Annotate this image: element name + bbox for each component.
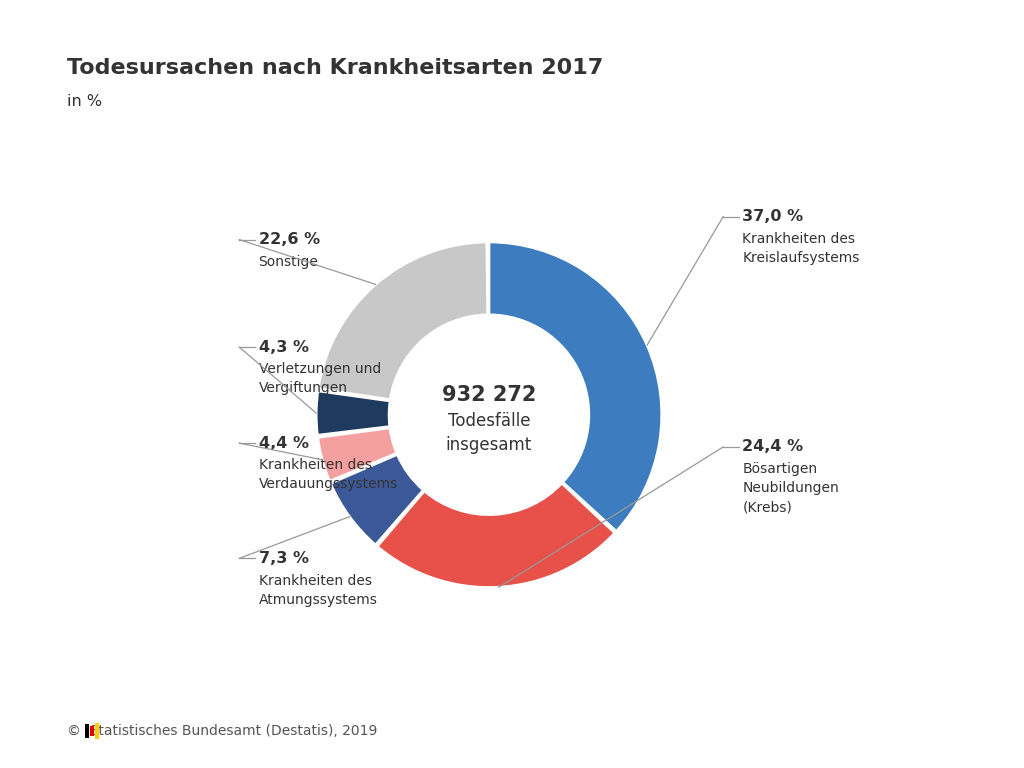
- Wedge shape: [317, 428, 397, 482]
- Text: ©  Statistisches Bundesamt (Destatis), 2019: © Statistisches Bundesamt (Destatis), 20…: [67, 724, 377, 738]
- Wedge shape: [377, 483, 615, 588]
- Text: Todesfälle: Todesfälle: [447, 412, 530, 430]
- Text: 4,3 %: 4,3 %: [258, 339, 308, 355]
- Text: 932 272: 932 272: [441, 386, 537, 406]
- Wedge shape: [318, 242, 487, 399]
- Text: 4,4 %: 4,4 %: [258, 435, 308, 451]
- Text: Bösartigen
Neubildungen
(Krebs): Bösartigen Neubildungen (Krebs): [742, 462, 839, 515]
- Text: 7,3 %: 7,3 %: [258, 551, 308, 566]
- Text: Krankheiten des
Atmungssystems: Krankheiten des Atmungssystems: [258, 574, 378, 607]
- Text: 24,4 %: 24,4 %: [742, 439, 804, 455]
- Text: Krankheiten des
Verdauungssystems: Krankheiten des Verdauungssystems: [258, 458, 397, 492]
- Text: Krankheiten des
Kreislaufsystems: Krankheiten des Kreislaufsystems: [742, 232, 860, 265]
- Text: in %: in %: [67, 94, 101, 109]
- Text: Verletzungen und
Vergiftungen: Verletzungen und Vergiftungen: [258, 362, 381, 396]
- Wedge shape: [316, 391, 390, 435]
- Text: Sonstige: Sonstige: [258, 255, 318, 269]
- Text: insgesamt: insgesamt: [445, 435, 532, 454]
- Text: 22,6 %: 22,6 %: [258, 232, 319, 247]
- Wedge shape: [489, 242, 662, 531]
- Text: 37,0 %: 37,0 %: [742, 209, 804, 224]
- Wedge shape: [331, 455, 423, 545]
- Text: Todesursachen nach Krankheitsarten 2017: Todesursachen nach Krankheitsarten 2017: [67, 58, 603, 78]
